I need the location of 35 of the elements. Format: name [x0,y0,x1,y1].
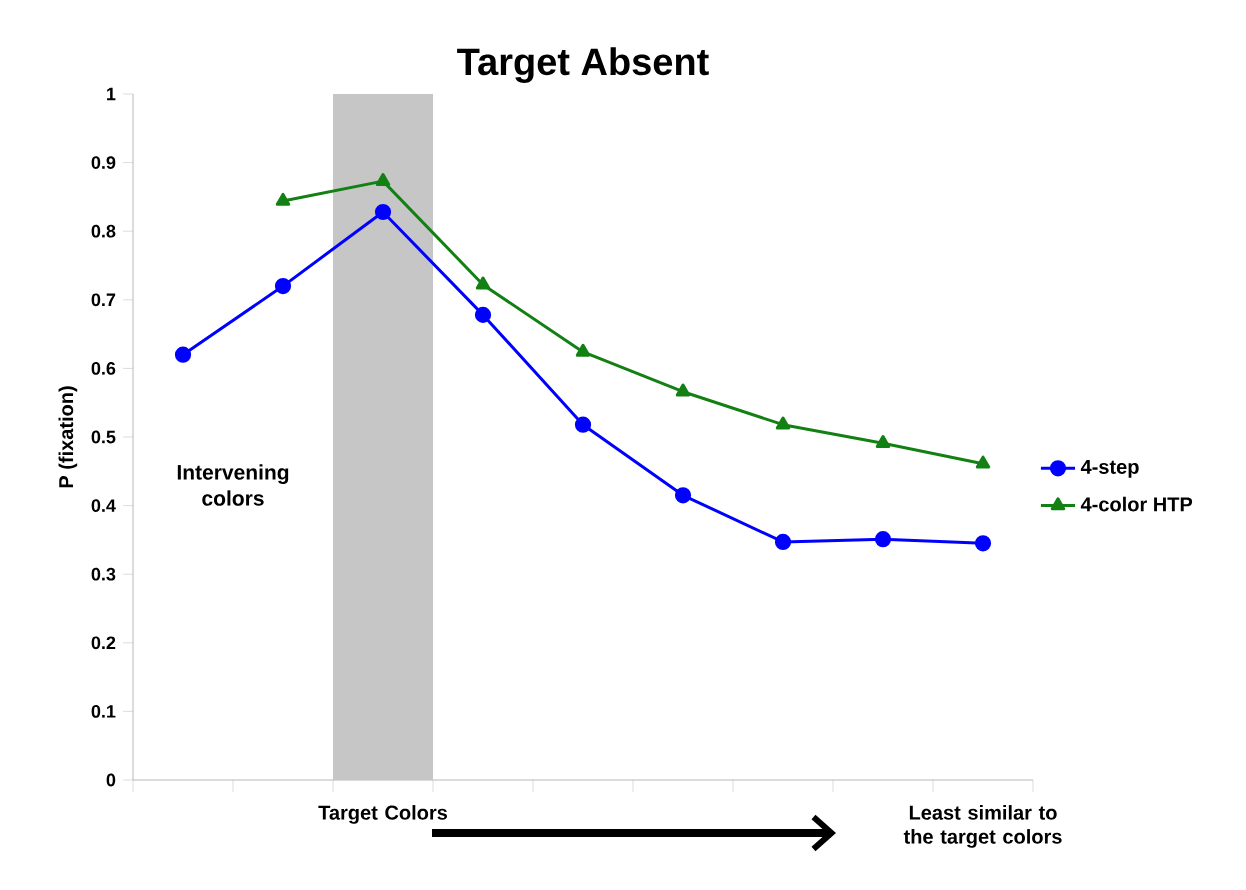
y-axis-title: P (fixation) [58,386,78,488]
y-tick-label: 0.7 [91,293,116,307]
point [174,346,192,363]
y-tick-label: 0.2 [91,636,116,650]
y-tick-label: 0.9 [91,156,116,169]
legend-label: 4-step [1080,459,1139,478]
point [274,277,292,295]
y-tick-label: 0 [106,773,116,787]
point [575,343,591,357]
point [674,487,692,504]
x-tick-label: Least similar to the target colors [903,805,1062,848]
point [774,533,792,551]
y-tick-label: 0.4 [91,499,116,512]
annotation: Intervening colors [177,464,289,506]
point [775,416,791,430]
y-tick-label: 0.1 [91,705,116,718]
point [974,535,992,552]
point [474,306,492,323]
point [475,276,491,290]
y-tick-label: 0.6 [91,362,116,375]
point [574,416,592,433]
y-tick-label: 1 [107,87,116,101]
y-tick-label: 0.5 [91,430,116,444]
point [874,531,892,548]
point [975,455,991,469]
chart-title: Target Absent [457,47,709,83]
point [374,203,392,221]
point [375,173,391,186]
legend-label: 4-color HTP [1080,496,1193,512]
point [875,435,891,448]
point [675,383,691,397]
x-tick-label: Target Colors [318,805,448,824]
y-tick-label: 0.8 [91,224,116,238]
y-tick-label: 0.3 [91,567,116,581]
point [275,192,291,206]
